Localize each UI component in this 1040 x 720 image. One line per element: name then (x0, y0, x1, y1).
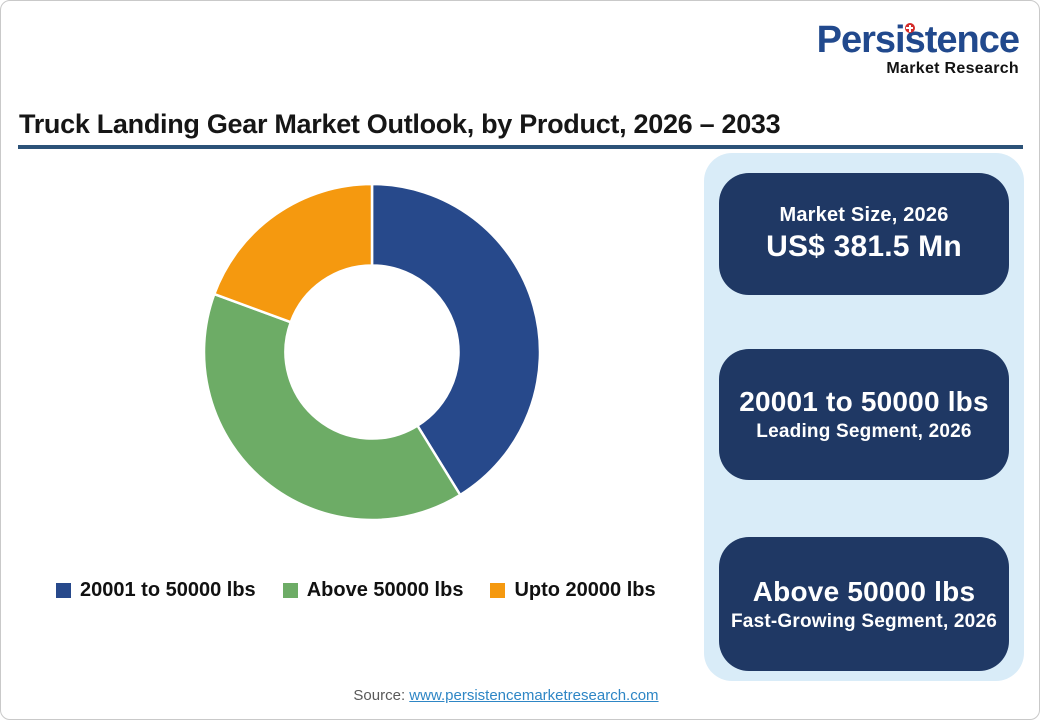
legend-swatch-icon (282, 583, 298, 598)
pie-segment-above-50000-lbs (202, 292, 462, 522)
legend-item-upto-20000-lbs: Upto 20000 lbs (490, 579, 656, 602)
fast-growing-segment-card-title: Above 50000 lbs (752, 575, 976, 607)
chart-legend: 20001 to 50000 lbs Above 50000 lbs Upto 20… (56, 579, 696, 602)
legend-swatch-icon (56, 583, 71, 598)
market-size-card-label: Market Size, 2026 (779, 204, 949, 226)
brand-logo-name: Persistence (816, 19, 1020, 61)
title-underline (18, 145, 1023, 149)
brand-logo-text: Persistence (816, 19, 1020, 61)
fast-growing-segment-card-label: Fast-Growing Segment, 2026 (731, 610, 997, 632)
pie-segment-20001-to-50000-lbs (370, 182, 542, 497)
brand-logo-subtitle: Market Research (886, 60, 1019, 77)
brand-logo: Persistence Market Research (816, 19, 1020, 78)
market-size-card: Market Size, 2026 US$ 381.5 Mn (719, 173, 1009, 295)
market-size-card-value: US$ 381.5 Mn (766, 230, 962, 263)
donut-chart (202, 182, 542, 522)
brand-logo-red-dot-icon (904, 23, 915, 33)
page-title: Truck Landing Gear Market Outlook, by Pr… (19, 109, 781, 139)
summary-panel: Market Size, 2026 US$ 381.5 Mn 20001 to … (704, 153, 1024, 681)
legend-item-20001-to-50000-lbs: 20001 to 50000 lbs (56, 579, 256, 602)
leading-segment-card: 20001 to 50000 lbs Leading Segment, 2026 (719, 349, 1009, 480)
donut-chart-svg (202, 182, 542, 522)
source-line: Source: www.persistencemarketresearch.co… (1, 687, 1011, 704)
fast-growing-segment-card: Above 50000 lbs Fast-Growing Segment, 20… (719, 537, 1009, 671)
legend-swatch-icon (490, 583, 506, 598)
leading-segment-card-title: 20001 to 50000 lbs (739, 386, 989, 417)
legend-label: Upto 20000 lbs (514, 579, 656, 601)
legend-label: 20001 to 50000 lbs (80, 579, 256, 601)
source-label: Source: (353, 687, 410, 704)
legend-label: Above 50000 lbs (306, 579, 464, 601)
pie-segment-upto-20000-lbs (213, 182, 374, 324)
legend-item-above-50000-lbs: Above 50000 lbs (282, 579, 464, 602)
leading-segment-card-label: Leading Segment, 2026 (756, 421, 972, 442)
source-link[interactable]: www.persistencemarketresearch.com (409, 687, 659, 704)
